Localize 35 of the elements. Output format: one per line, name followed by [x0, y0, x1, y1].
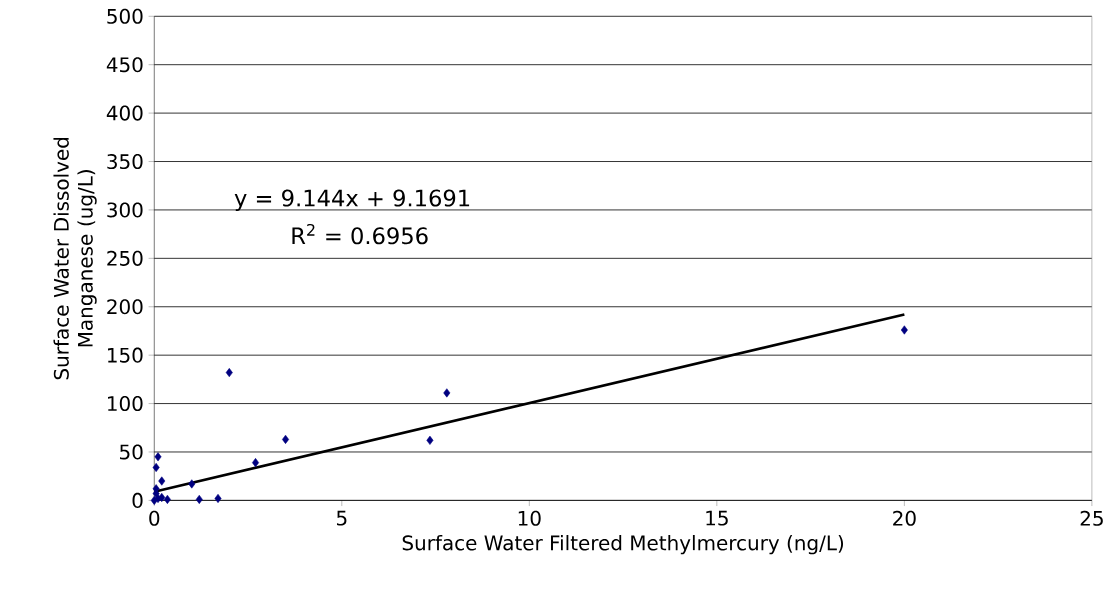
point [225, 367, 233, 377]
y-axis-title: Surface Water Dissolved Manganese (ug/L) [53, 137, 97, 380]
point [152, 462, 160, 472]
y-tick-label: 0 [132, 492, 143, 508]
point [282, 434, 289, 444]
y-tick-label: 300 [107, 202, 143, 218]
x-tick-label: 10 [518, 510, 541, 526]
y-tick-label: 400 [106, 105, 143, 121]
point [158, 476, 166, 486]
y-tick-label: 200 [107, 298, 143, 315]
x-tick-label: 25 [1080, 510, 1103, 526]
point [154, 452, 162, 462]
x-tick-label: 20 [893, 510, 916, 526]
point [158, 492, 166, 502]
y-tick-label: 450 [106, 56, 143, 73]
y-tick-label: 50 [120, 444, 143, 460]
y-tick-label: 500 [107, 8, 143, 24]
x-tick-label: 0 [149, 510, 160, 526]
y-tick-label: 350 [107, 153, 143, 169]
y-tick-label: 100 [108, 395, 143, 411]
point [443, 388, 451, 398]
y-tick-label: 250 [107, 250, 143, 266]
annotation: R$^{2}$ = 0.6956 [292, 223, 428, 245]
x-axis-title: Surface Water Filtered Methylmercury (ng/L) [402, 534, 844, 555]
x-tick-label: 5 [336, 510, 347, 526]
annotation: y = 9.144x + 9.1691 [234, 189, 470, 211]
point [214, 493, 222, 503]
point [426, 435, 434, 445]
point [252, 457, 259, 467]
point [188, 479, 196, 489]
point [163, 494, 171, 504]
x-tick-label: 15 [706, 510, 728, 526]
point [900, 325, 908, 335]
y-tick-label: 150 [108, 347, 143, 363]
point [195, 494, 203, 504]
